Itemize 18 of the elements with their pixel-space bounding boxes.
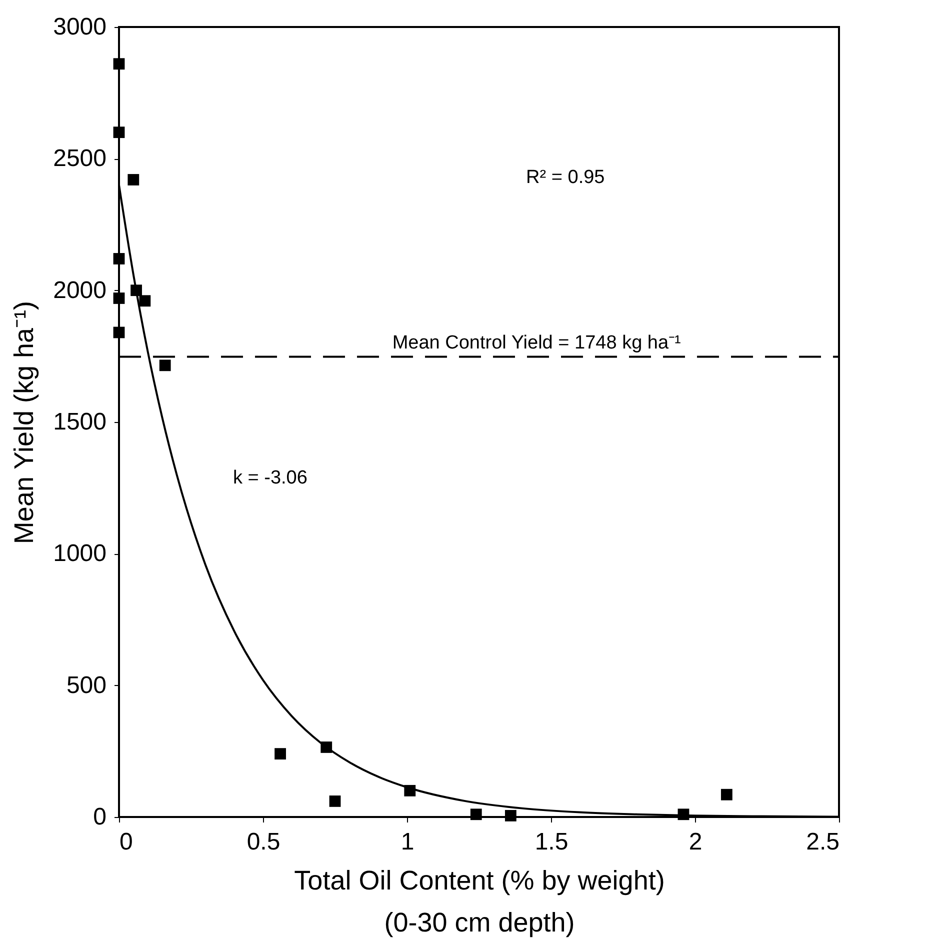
x-tick-label: 0 <box>120 828 133 856</box>
x-tick-label: 2 <box>688 828 702 856</box>
y-tick-label: 3000 <box>53 14 106 40</box>
y-axis-title: Mean Yield (kg ha⁻¹) <box>9 300 40 544</box>
y-tick-label: 1500 <box>53 408 106 436</box>
x-axis-title: Total Oil Content (% by weight) (0-30 cm depth) <box>294 866 665 938</box>
x-tick-label: 0.5 <box>246 828 280 856</box>
ref-line-label: Mean Control Yield = 1748 kg ha⁻¹ <box>392 332 681 354</box>
y-tick-label: 2000 <box>53 276 106 304</box>
x-tick-label: 1.5 <box>534 828 568 856</box>
y-tick-label: 2500 <box>53 145 106 172</box>
x-tick-label: 2.5 <box>806 828 840 856</box>
annotation: R² = 0.95 <box>526 167 605 188</box>
y-tick-label: 1000 <box>53 540 106 568</box>
y-tick-label: 0 <box>93 804 106 830</box>
annotation: k = -3.06 <box>232 467 308 488</box>
y-tick-label: 500 <box>66 672 106 699</box>
x-tick-label: 1 <box>400 828 414 856</box>
